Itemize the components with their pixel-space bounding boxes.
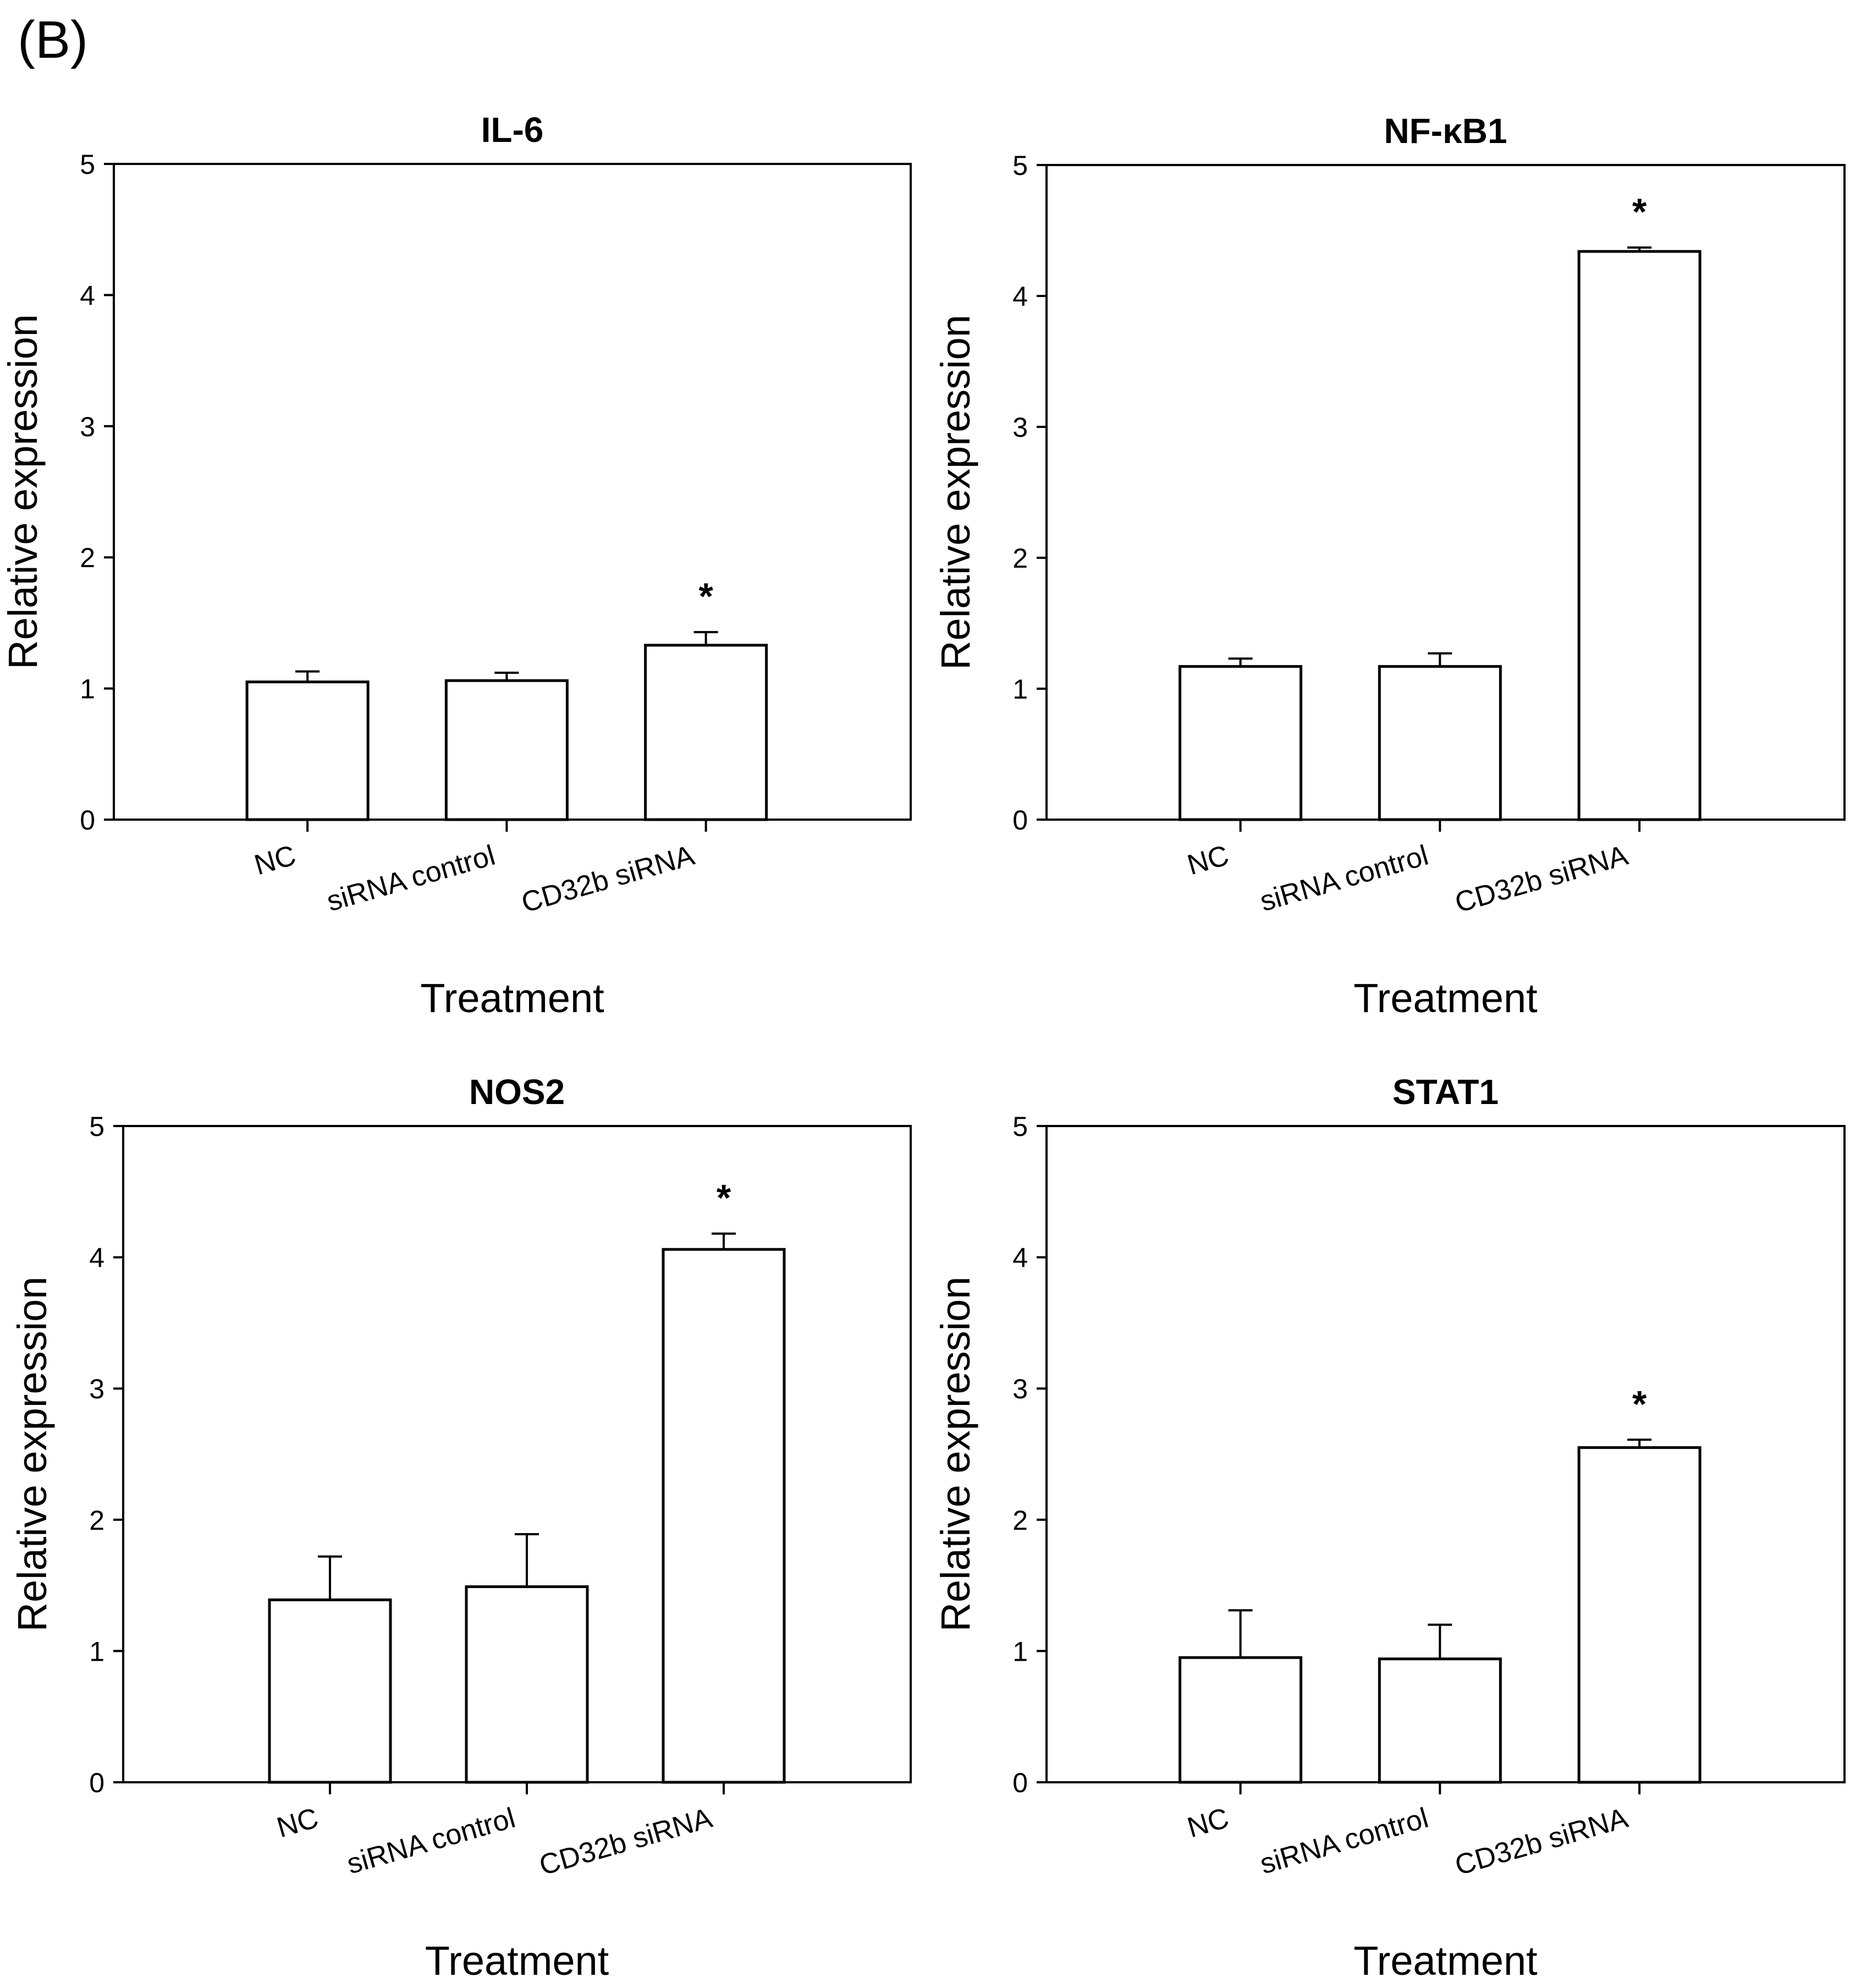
x-tick-label: NC — [1184, 839, 1232, 881]
x-tick-label: siRNA control — [323, 839, 499, 918]
y-tick-label: 2 — [1012, 1505, 1028, 1536]
y-tick-label: 0 — [1012, 805, 1028, 836]
x-tick-label: siRNA control — [1257, 839, 1432, 918]
x-axis-label: Treatment — [420, 975, 604, 1021]
x-axis-label: Treatment — [1353, 975, 1538, 1021]
x-tick-label: CD32b siRNA — [518, 839, 698, 919]
y-tick-label: 3 — [1012, 1374, 1028, 1404]
x-tick-label: NC — [273, 1802, 322, 1844]
bar — [1378, 1657, 1502, 1784]
bar — [644, 644, 768, 821]
chart-title: IL-6 — [481, 110, 544, 150]
y-tick-label: 2 — [89, 1505, 104, 1536]
y-tick-label: 4 — [1012, 281, 1028, 312]
x-tick-label: NC — [1184, 1802, 1232, 1844]
y-tick-label: 3 — [1012, 412, 1028, 443]
y-axis-label: Relative expression — [933, 315, 978, 670]
bar — [465, 1585, 589, 1784]
x-tick-label: siRNA control — [343, 1802, 519, 1881]
y-axis-label: Relative expression — [0, 314, 46, 669]
x-axis-label: Treatment — [425, 1938, 609, 1984]
chart-nfkb1: NF-κB1 0 1 2 3 4 5 Relative expression NC siRNA c… — [933, 111, 1846, 1021]
chart-nos2: NOS2 0 1 2 3 4 5 Relative expression NC siRNA con… — [9, 1072, 912, 1984]
y-tick-label: 1 — [1012, 674, 1028, 705]
y-tick-label: 2 — [80, 542, 95, 573]
bar — [444, 679, 569, 821]
y-tick-label: 2 — [1012, 543, 1028, 574]
significance-marker: * — [1632, 1383, 1647, 1425]
x-tick-label: NC — [251, 839, 299, 881]
y-tick-label: 4 — [80, 280, 95, 311]
y-tick-label: 1 — [80, 674, 95, 705]
x-tick-label: siRNA control — [1257, 1802, 1432, 1881]
y-tick-label: 5 — [80, 149, 95, 180]
y-tick-label: 5 — [89, 1111, 104, 1142]
bar — [1577, 1446, 1702, 1784]
x-tick-label: CD32b siRNA — [1451, 839, 1631, 919]
bar — [662, 1248, 786, 1784]
bar — [1577, 250, 1702, 821]
x-axis-label: Treatment — [1353, 1938, 1538, 1984]
chart-title: STAT1 — [1392, 1072, 1499, 1112]
bar — [245, 680, 370, 821]
bar — [1179, 1656, 1303, 1784]
significance-marker: * — [717, 1177, 731, 1219]
y-axis-label: Relative expression — [9, 1277, 55, 1632]
chart-title: NOS2 — [469, 1072, 565, 1112]
x-tick-label: CD32b siRNA — [536, 1802, 715, 1882]
x-tick-label: CD32b siRNA — [1451, 1802, 1631, 1882]
y-tick-label: 1 — [1012, 1636, 1028, 1667]
bar — [268, 1598, 392, 1784]
bar — [1179, 665, 1303, 821]
y-tick-label: 0 — [89, 1767, 104, 1798]
y-tick-label: 1 — [89, 1636, 104, 1667]
y-tick-label: 5 — [1012, 1111, 1028, 1142]
significance-marker: * — [698, 575, 713, 617]
chart-il6: IL-6 0 1 2 3 4 5 Relative expression NC siRNA con… — [0, 110, 912, 1021]
chart-title: NF-κB1 — [1384, 111, 1507, 151]
y-tick-label: 0 — [1012, 1767, 1028, 1798]
significance-marker: * — [1632, 191, 1647, 233]
y-tick-label: 4 — [89, 1243, 104, 1273]
y-tick-label: 0 — [80, 805, 95, 836]
y-tick-label: 3 — [80, 411, 95, 442]
chart-stat1: STAT1 0 1 2 3 4 5 Relative expression NC siRNA co… — [933, 1072, 1846, 1984]
y-axis-label: Relative expression — [933, 1277, 978, 1632]
y-tick-label: 3 — [89, 1374, 104, 1404]
bar — [1378, 665, 1502, 821]
y-tick-label: 5 — [1012, 150, 1028, 181]
panel-label: (B) — [18, 10, 88, 69]
y-tick-label: 4 — [1012, 1243, 1028, 1273]
